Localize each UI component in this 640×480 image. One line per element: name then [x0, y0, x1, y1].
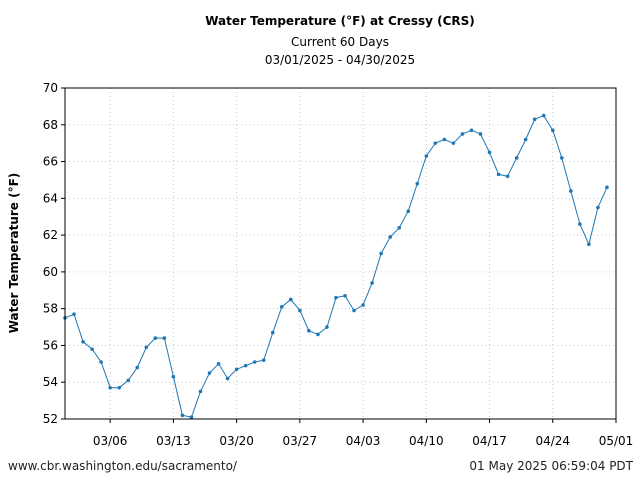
series-water-temperature: [63, 113, 609, 419]
data-point: [514, 156, 519, 160]
data-point: [406, 209, 411, 214]
data-point: [90, 347, 94, 351]
data-point: [388, 235, 392, 239]
chart-date-range: 03/01/2025 - 04/30/2025: [264, 53, 416, 67]
y-tick-label: 62: [43, 228, 58, 242]
data-point: [379, 251, 383, 256]
data-point: [469, 128, 474, 133]
data-point: [478, 132, 483, 136]
data-point: [198, 389, 203, 394]
data-point: [316, 332, 320, 337]
data-point: [442, 137, 447, 142]
data-point: [171, 374, 176, 379]
data-point: [424, 154, 429, 158]
series-line: [64, 114, 608, 418]
data-point: [397, 225, 402, 230]
data-point: [144, 345, 149, 350]
x-tick-label: 04/10: [409, 434, 444, 448]
data-point: [487, 150, 492, 155]
data-point: [433, 141, 438, 145]
data-point: [415, 181, 420, 186]
chart-subtitle: Current 60 Days: [291, 35, 389, 49]
y-tick-label: 70: [43, 81, 58, 95]
data-point: [180, 413, 185, 418]
x-axis: 03/06 03/13 03/20 03/27 04/03 04/10 04/17 04/24…: [93, 419, 633, 448]
data-point: [99, 360, 103, 364]
data-point: [126, 378, 131, 383]
data-point: [135, 365, 140, 370]
data-point: [298, 308, 302, 313]
y-tick-label: 64: [43, 191, 58, 205]
data-point: [578, 222, 582, 226]
timestamp: 01 May 2025 06:59:04 PDT: [469, 459, 633, 473]
data-point: [261, 358, 266, 362]
data-point: [189, 415, 194, 419]
data-point: [117, 385, 121, 390]
y-tick-label: 52: [43, 412, 58, 426]
plot-frame: [64, 87, 617, 420]
y-axis: 52 54 56 58 60 62 64 66 68 70: [43, 81, 65, 426]
grid: [65, 88, 616, 419]
data-point: [334, 295, 338, 300]
x-tick-label: 03/27: [283, 434, 318, 448]
data-point: [370, 281, 374, 285]
y-tick-label: 66: [43, 155, 58, 169]
x-tick-label: 03/06: [93, 434, 128, 448]
data-point: [153, 336, 158, 340]
data-point: [72, 312, 76, 316]
data-point: [243, 363, 248, 368]
y-tick-label: 60: [43, 265, 58, 279]
data-point: [108, 385, 112, 390]
data-point: [325, 325, 329, 329]
data-point: [225, 376, 230, 381]
x-tick-label: 03/13: [156, 434, 191, 448]
x-tick-label: 03/20: [219, 434, 254, 448]
data-point: [216, 362, 221, 366]
data-point: [343, 293, 347, 298]
data-point: [207, 371, 212, 375]
y-tick-label: 68: [43, 118, 58, 132]
data-point: [605, 185, 609, 190]
data-point: [162, 336, 167, 340]
data-point: [532, 117, 537, 122]
data-point: [560, 156, 564, 160]
data-point: [550, 128, 555, 133]
data-point: [279, 305, 284, 309]
y-tick-label: 58: [43, 302, 58, 316]
data-point: [252, 360, 257, 364]
x-tick-label: 04/17: [472, 434, 507, 448]
data-point: [569, 189, 573, 193]
chart-title: Water Temperature (°F) at Cressy (CRS): [205, 14, 475, 28]
y-tick-label: 56: [43, 338, 58, 352]
data-point: [81, 339, 85, 344]
source-url[interactable]: www.cbr.washington.edu/sacramento/: [8, 459, 237, 473]
data-point: [460, 132, 465, 136]
data-point: [451, 141, 456, 145]
x-tick-label: 04/03: [346, 434, 381, 448]
data-point: [352, 308, 356, 313]
data-point: [234, 367, 239, 372]
data-point: [361, 303, 365, 307]
data-point: [587, 242, 591, 247]
x-tick-label: 05/01: [599, 434, 634, 448]
x-tick-label: 04/24: [535, 434, 570, 448]
data-point: [307, 328, 311, 333]
y-tick-label: 54: [43, 375, 58, 389]
data-point: [523, 137, 528, 142]
data-point: [270, 330, 275, 335]
data-point: [496, 172, 501, 177]
data-point: [505, 174, 510, 179]
y-axis-label: Water Temperature (°F): [7, 173, 21, 334]
data-point: [541, 113, 546, 118]
data-point: [289, 297, 293, 302]
data-point: [596, 205, 600, 210]
